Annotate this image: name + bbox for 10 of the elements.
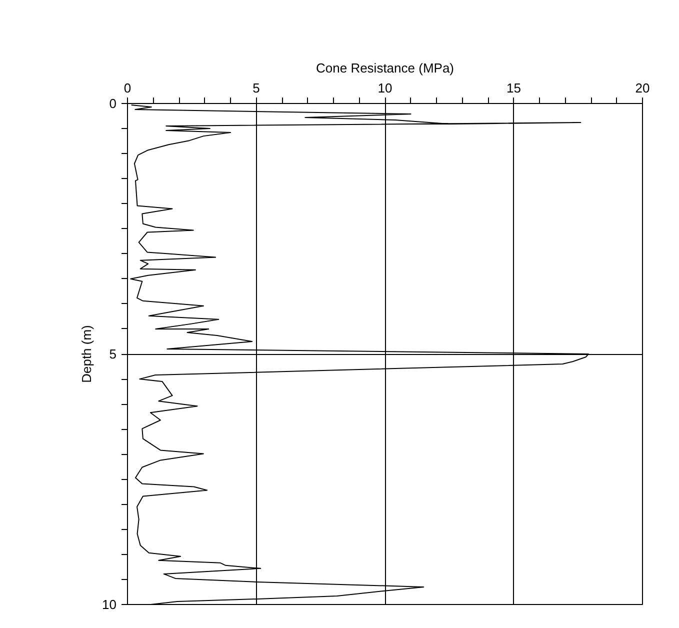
x-tick-label: 20	[635, 80, 650, 96]
y-tick-label: 5	[109, 346, 117, 362]
y-axis-title: Depth (m)	[79, 325, 94, 383]
x-axis-title: Cone Resistance (MPa)	[316, 60, 454, 76]
y-tick-label: 10	[102, 597, 117, 612]
x-tick-label: 5	[252, 80, 260, 96]
x-tick-label: 10	[378, 80, 392, 96]
x-tick-label: 15	[506, 80, 521, 96]
y-tick-label: 0	[109, 96, 117, 111]
x-tick-label: 0	[124, 80, 132, 96]
